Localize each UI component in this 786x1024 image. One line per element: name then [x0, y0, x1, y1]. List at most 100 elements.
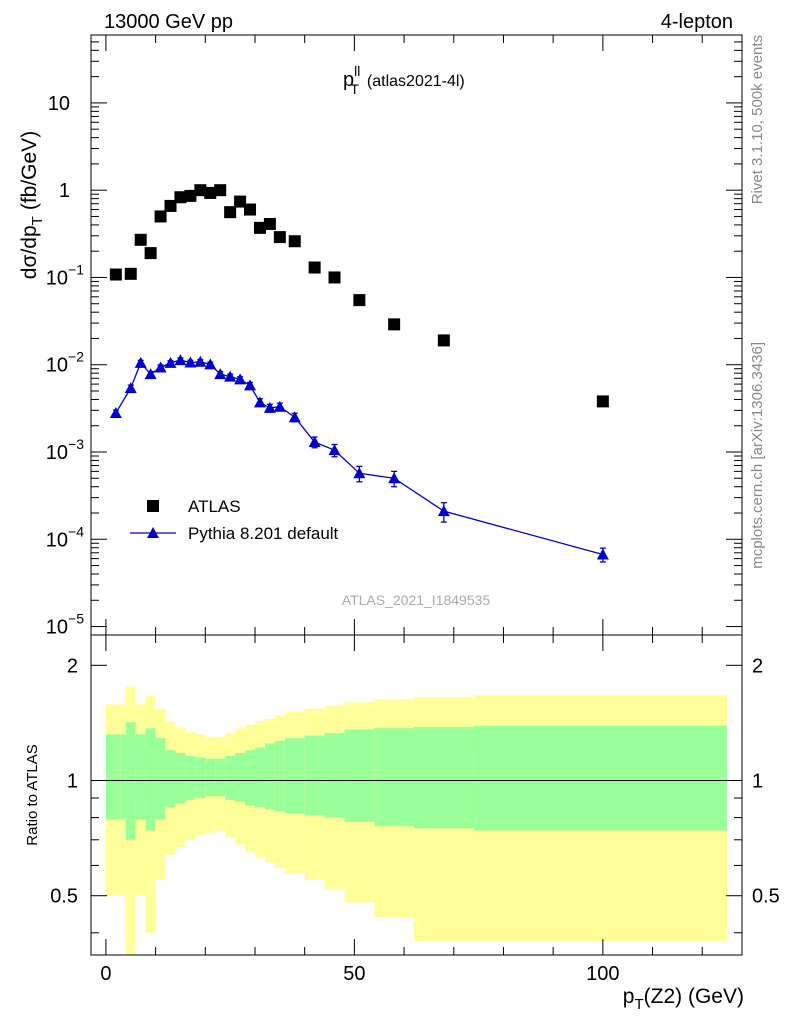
ratio-band-inner — [304, 735, 325, 816]
ratio-band-inner — [215, 758, 226, 797]
atlas-point — [174, 191, 187, 204]
atlas-point — [109, 268, 122, 281]
main-frame — [90, 34, 743, 636]
ratio-band-inner — [264, 743, 275, 810]
ratio-band-inner — [155, 738, 166, 820]
pythia-point — [214, 368, 227, 380]
x-tick-label: 100 — [586, 963, 619, 985]
header-left: 13000 GeV pp — [104, 11, 233, 33]
y-tick-label-base: 10 — [46, 267, 68, 289]
atlas-point — [144, 247, 157, 260]
mcplots-label: mcplots.cern.ch [arXiv:1306.3436] — [749, 342, 766, 569]
x-tick-label: 0 — [100, 963, 111, 985]
panel-title-suffix: (atlas2021-4l) — [367, 73, 465, 90]
y-axis-label-main-unit: (fb/GeV) — [18, 131, 41, 210]
atlas-point — [388, 318, 401, 331]
atlas-point — [204, 186, 217, 199]
atlas-point — [164, 199, 177, 212]
panel-title-sub: T — [350, 81, 359, 97]
pythia-point — [437, 505, 450, 517]
y-tick-label-base: 10 — [46, 529, 68, 551]
pythia-point — [328, 444, 341, 456]
ratio-band-inner — [175, 753, 186, 804]
atlas-point — [308, 261, 321, 274]
y-tick-label-base: 1 — [59, 180, 70, 202]
atlas-point — [288, 235, 301, 248]
legend-pythia-marker — [147, 527, 159, 538]
legend-atlas-marker — [147, 500, 159, 512]
ratio-band-inner — [125, 722, 136, 840]
legend-atlas-label: ATLAS — [188, 497, 241, 516]
pythia-point — [596, 548, 609, 560]
atlas-point — [273, 231, 286, 244]
ratio-band-inner — [195, 757, 206, 799]
ratio-band-inner — [165, 750, 176, 808]
y-axis-label-main-text: dσ/dp — [18, 225, 41, 279]
ratio-band-inner — [205, 758, 216, 797]
ratio-band-inner — [225, 755, 236, 800]
pythia-point — [263, 401, 276, 413]
ratio-band-inner — [245, 750, 255, 806]
ratio-band-inner — [135, 734, 146, 820]
y-tick-label-main: 10−2 — [46, 349, 84, 377]
atlas-point — [253, 221, 266, 234]
rivet-label: Rivet 3.1.10, 500k events — [749, 35, 766, 204]
atlas-point — [184, 189, 197, 202]
y-tick-label-ratio-left: 2 — [67, 655, 78, 677]
ratio-bands — [105, 686, 728, 955]
y-tick-label-ratio-left: 1 — [67, 771, 78, 793]
y-tick-label-main: 10−4 — [46, 523, 84, 551]
atlas-point — [134, 233, 147, 246]
ratio-band-inner — [344, 729, 375, 822]
panel-title-sup: ll — [354, 63, 360, 79]
atlas-point — [353, 294, 366, 307]
y-tick-label-base: 10 — [46, 355, 68, 377]
ratio-band-inner — [105, 734, 121, 820]
pythia-point — [388, 472, 401, 484]
legend-pythia-label: Pythia 8.201 default — [188, 524, 339, 543]
y-tick-label-exp: −3 — [68, 436, 84, 452]
y-tick-label-base: 10 — [46, 442, 68, 464]
y-tick-label-ratio-right: 0.5 — [752, 886, 780, 908]
x-axis-label-rest: (Z2) (GeV) — [644, 985, 744, 1008]
y-tick-label-main: 1 — [59, 180, 70, 202]
y-axis-label-ratio: Ratio to ATLAS — [24, 744, 41, 845]
y-axis-label-main: dσ/dpT (fb/GeV) — [18, 131, 46, 279]
ratio-frame — [90, 634, 743, 956]
x-axis-label-sub: T — [634, 996, 643, 1013]
y-tick-label-ratio-left: 0.5 — [50, 886, 78, 908]
pythia-point — [134, 356, 147, 368]
atlas-point — [437, 334, 450, 347]
x-axis-label-main: p — [623, 985, 635, 1008]
ratio-band-inner — [374, 728, 415, 827]
atlas-point — [263, 217, 276, 230]
pythia-point — [164, 356, 177, 368]
pythia-point — [124, 382, 137, 394]
ratio-band-inner — [120, 734, 126, 820]
pythia-point — [253, 396, 266, 408]
ratio-band-inner — [414, 726, 474, 829]
header-right: 4-lepton — [661, 11, 733, 33]
pythia-point — [244, 379, 257, 391]
y-tick-label-main: 10−3 — [46, 436, 84, 464]
analysis-watermark: ATLAS_2021_I1849535 — [342, 592, 491, 608]
y-tick-label-main: 10−5 — [46, 611, 84, 639]
y-tick-label-ratio-right: 1 — [752, 771, 763, 793]
y-tick-label-main: 10 — [48, 93, 70, 115]
atlas-point — [194, 184, 207, 197]
atlas-point — [328, 271, 341, 284]
y-tick-label-ratio-right: 2 — [752, 655, 763, 677]
y-tick-label-exp: −5 — [68, 611, 84, 627]
pythia-point — [194, 355, 207, 367]
ratio-band-inner — [324, 733, 345, 818]
pythia-point — [204, 358, 217, 370]
y-tick-label-base: 10 — [48, 93, 70, 115]
panel-title: pll T (atlas2021-4l) — [343, 63, 465, 97]
pythia-point — [273, 400, 286, 412]
atlas-point — [234, 195, 247, 208]
pythia-point — [154, 361, 167, 373]
x-tick-label: 50 — [343, 963, 365, 985]
ratio-band-inner — [185, 755, 196, 800]
